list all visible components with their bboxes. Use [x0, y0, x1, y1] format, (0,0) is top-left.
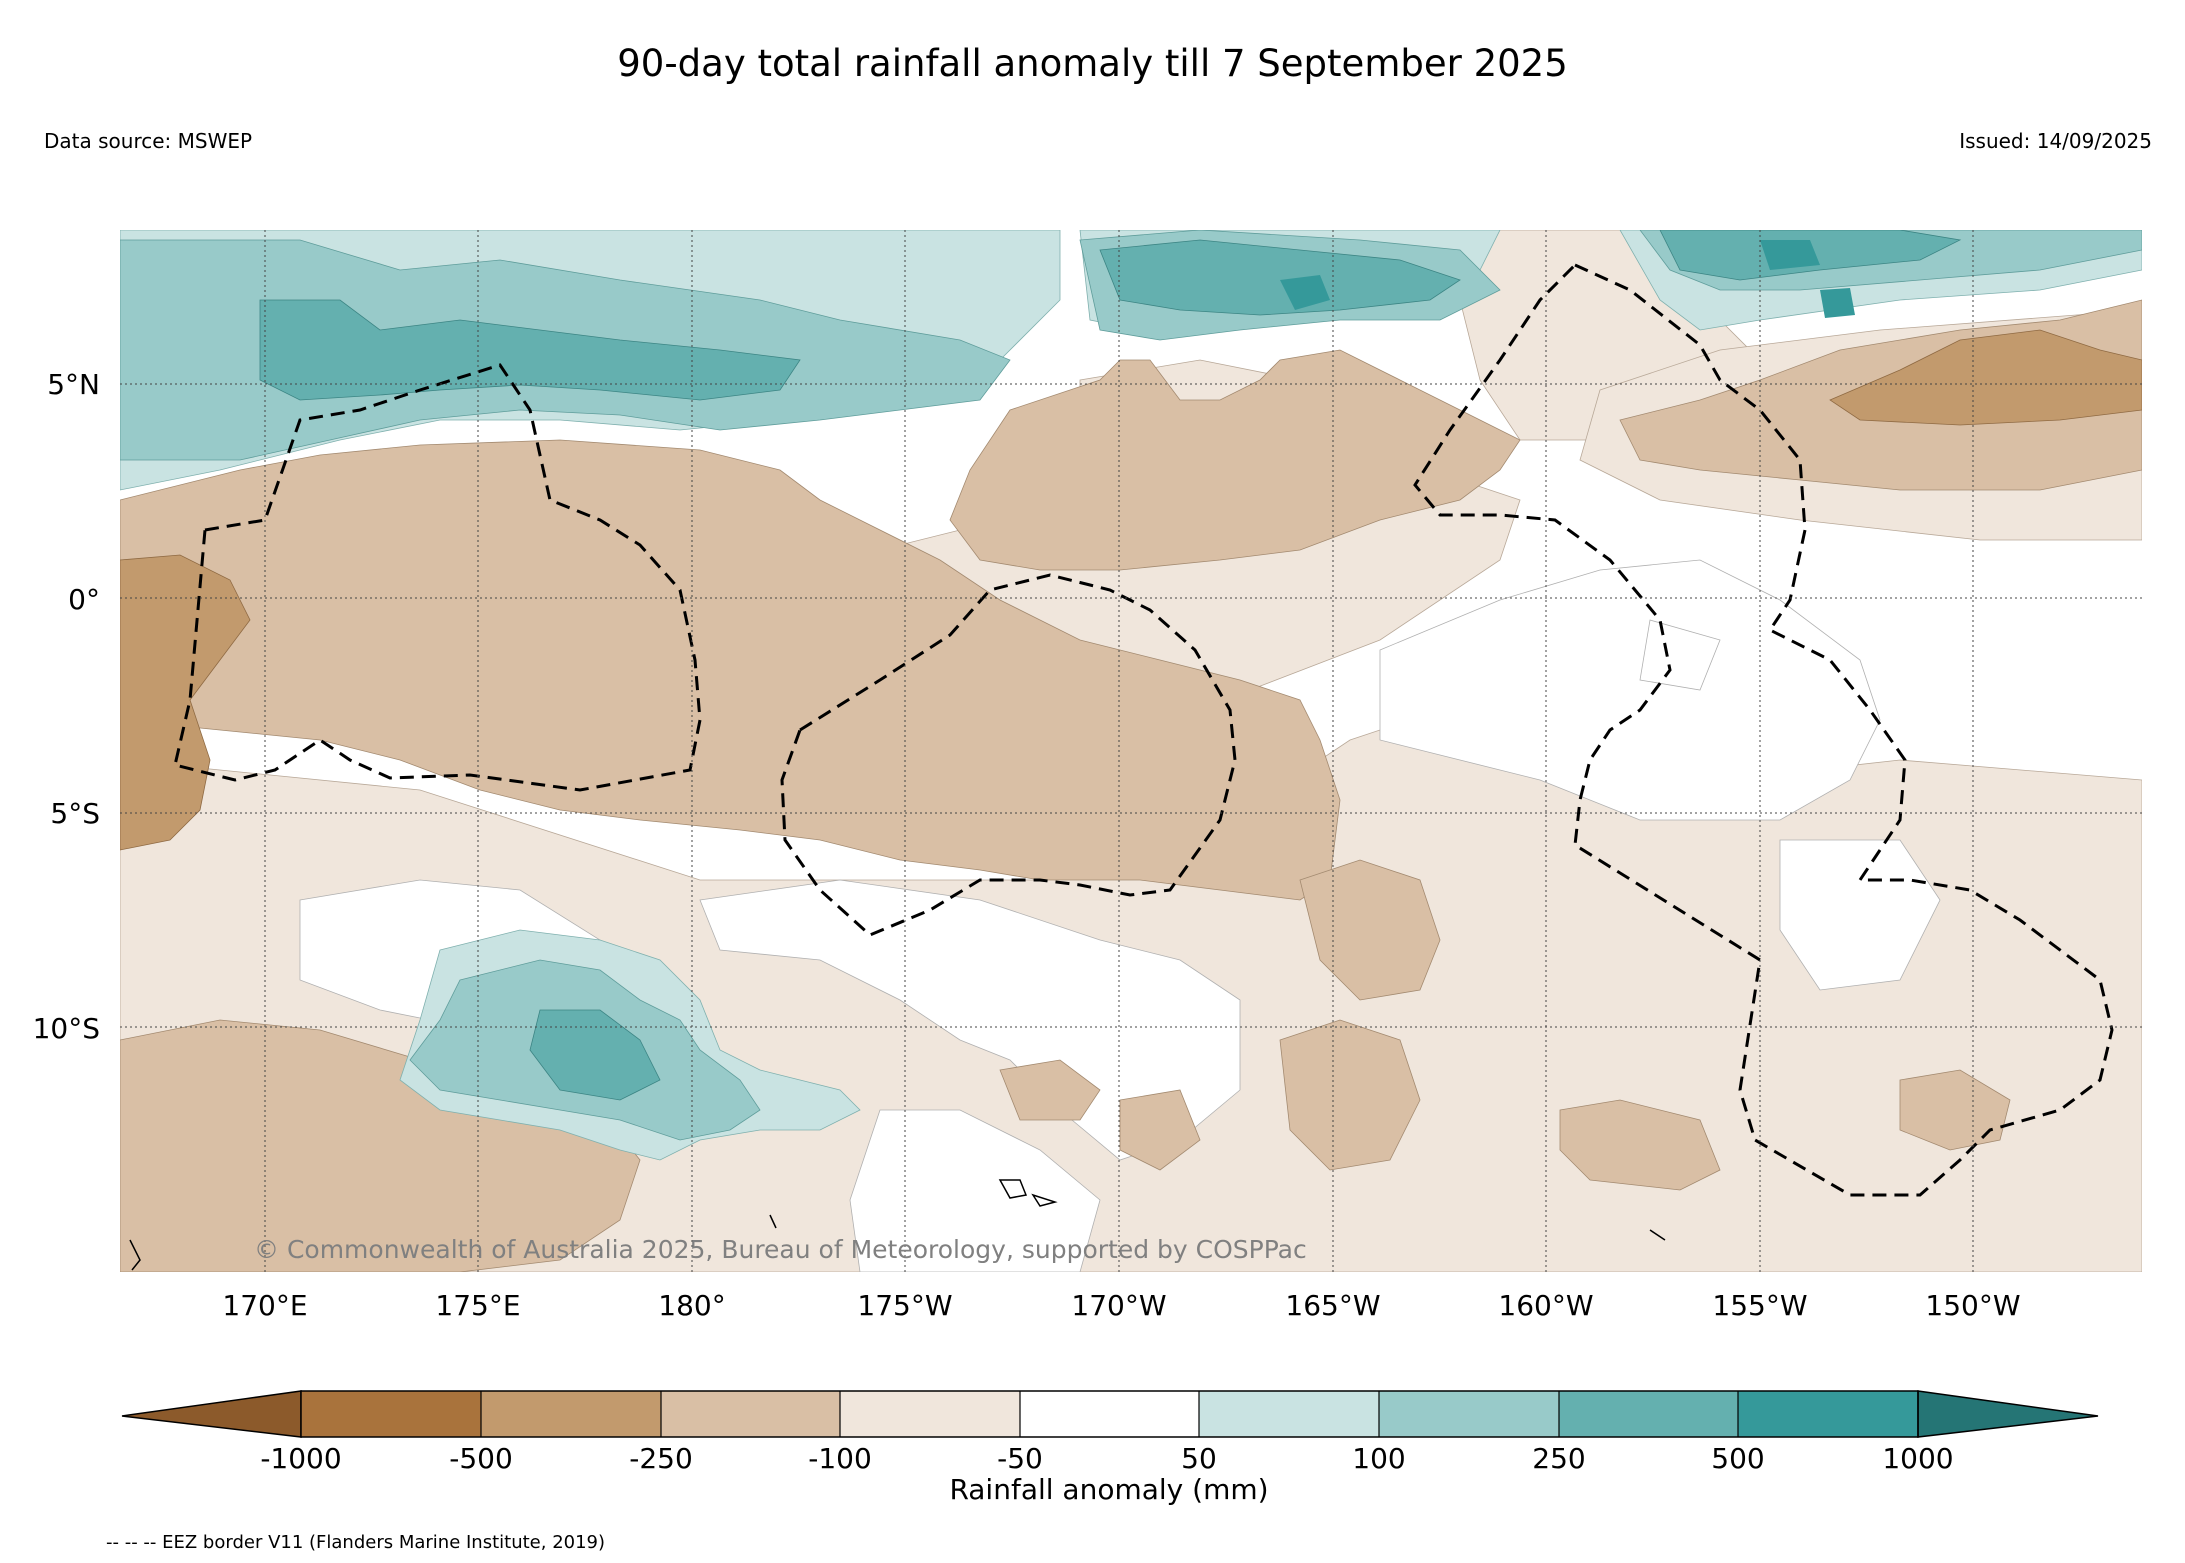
graticule [120, 230, 2142, 1272]
lon-label-155w: 155°W [1712, 1289, 1807, 1322]
lon-label-175e: 175°E [435, 1289, 520, 1322]
lat-label-5n: 5°N [47, 368, 100, 401]
colorbar-tick: -1000 [260, 1442, 341, 1475]
copyright-notice: © Commonwealth of Australia 2025, Bureau… [254, 1235, 1307, 1264]
lon-label-175w: 175°W [857, 1289, 952, 1322]
lon-label-165w: 165°W [1285, 1289, 1380, 1322]
colorbar-tick: -100 [808, 1442, 872, 1475]
data-source-label: Data source: MSWEP [44, 129, 253, 153]
colorbar-tick: 250 [1532, 1442, 1585, 1475]
colorbar-tick: 100 [1352, 1442, 1405, 1475]
eez-borders [173, 263, 2114, 1197]
lat-label-0: 0° [68, 583, 100, 616]
lat-label-10s: 10°S [33, 1012, 100, 1045]
eez-footnote: -- -- -- EEZ border V11 (Flanders Marine… [106, 1532, 606, 1553]
colorbar-tick: -500 [449, 1442, 513, 1475]
island-outlines [129, 1179, 1666, 1271]
colorbar-tick: -50 [997, 1442, 1043, 1475]
colorbar-tick: 500 [1711, 1442, 1764, 1475]
anomaly-fields [120, 230, 2142, 1272]
lon-label-180: 180° [658, 1289, 725, 1322]
colorbar-label: Rainfall anomaly (mm) [949, 1473, 1268, 1506]
colorbar: -1000 -500 -250 -100 -50 50 100 250 500 … [121, 1390, 2099, 1506]
lat-label-5s: 5°S [50, 797, 100, 830]
lon-label-150w: 150°W [1925, 1289, 2020, 1322]
colorbar-tick: -250 [629, 1442, 693, 1475]
issued-date-label: Issued: 14/09/2025 [1959, 129, 2152, 153]
lon-label-160w: 160°W [1498, 1289, 1593, 1322]
lon-label-170w: 170°W [1071, 1289, 1166, 1322]
colorbar-tick: 50 [1181, 1442, 1217, 1475]
map-title: 90-day total rainfall anomaly till 7 Sep… [617, 42, 1568, 85]
lon-label-170e: 170°E [222, 1289, 307, 1322]
colorbar-tick: 1000 [1882, 1442, 1953, 1475]
